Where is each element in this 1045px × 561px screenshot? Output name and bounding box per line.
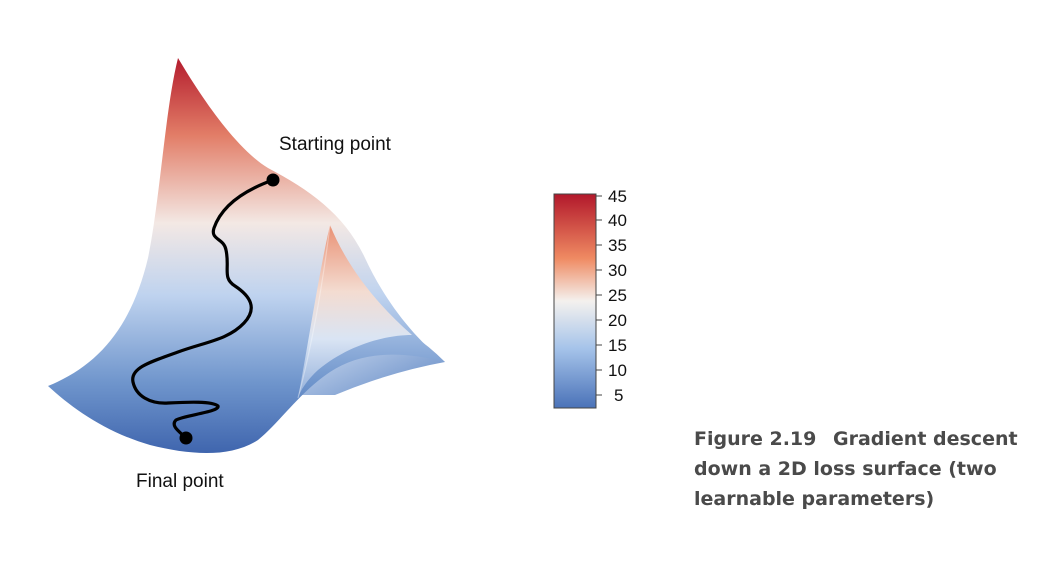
descent-path	[131, 178, 275, 440]
colorbar-tick-label: 25	[608, 286, 627, 305]
colorbar-tick-label: 40	[608, 211, 627, 230]
final-point-label: Final point	[136, 471, 224, 492]
figure-caption-text: Gradient descent down a 2D loss surface …	[694, 428, 1018, 510]
colorbar: 45 40 35 30 25 20 15 10 5	[553, 187, 627, 409]
colorbar-ticks	[596, 195, 602, 396]
surface-ridge	[298, 225, 412, 398]
final-point-marker	[179, 431, 193, 445]
colorbar-tick-label: 45	[608, 187, 627, 206]
colorbar-gradient	[553, 193, 597, 409]
colorbar-tick-label: 15	[608, 336, 627, 355]
colorbar-tick-label: 35	[608, 236, 627, 255]
colorbar-tick-label: 5	[614, 386, 623, 405]
colorbar-tick-label: 10	[608, 361, 627, 380]
colorbar-tick-label: 20	[608, 311, 627, 330]
starting-point-marker	[266, 173, 280, 187]
ridge-fold-line	[297, 224, 331, 399]
figure-caption: Figure 2.19 Gradient descent down a 2D l…	[694, 424, 1039, 514]
starting-point-label: Starting point	[279, 134, 392, 155]
colorbar-tick-label: 30	[608, 261, 627, 280]
figure-number: Figure 2.19	[694, 428, 817, 450]
loss-surface	[48, 58, 445, 454]
